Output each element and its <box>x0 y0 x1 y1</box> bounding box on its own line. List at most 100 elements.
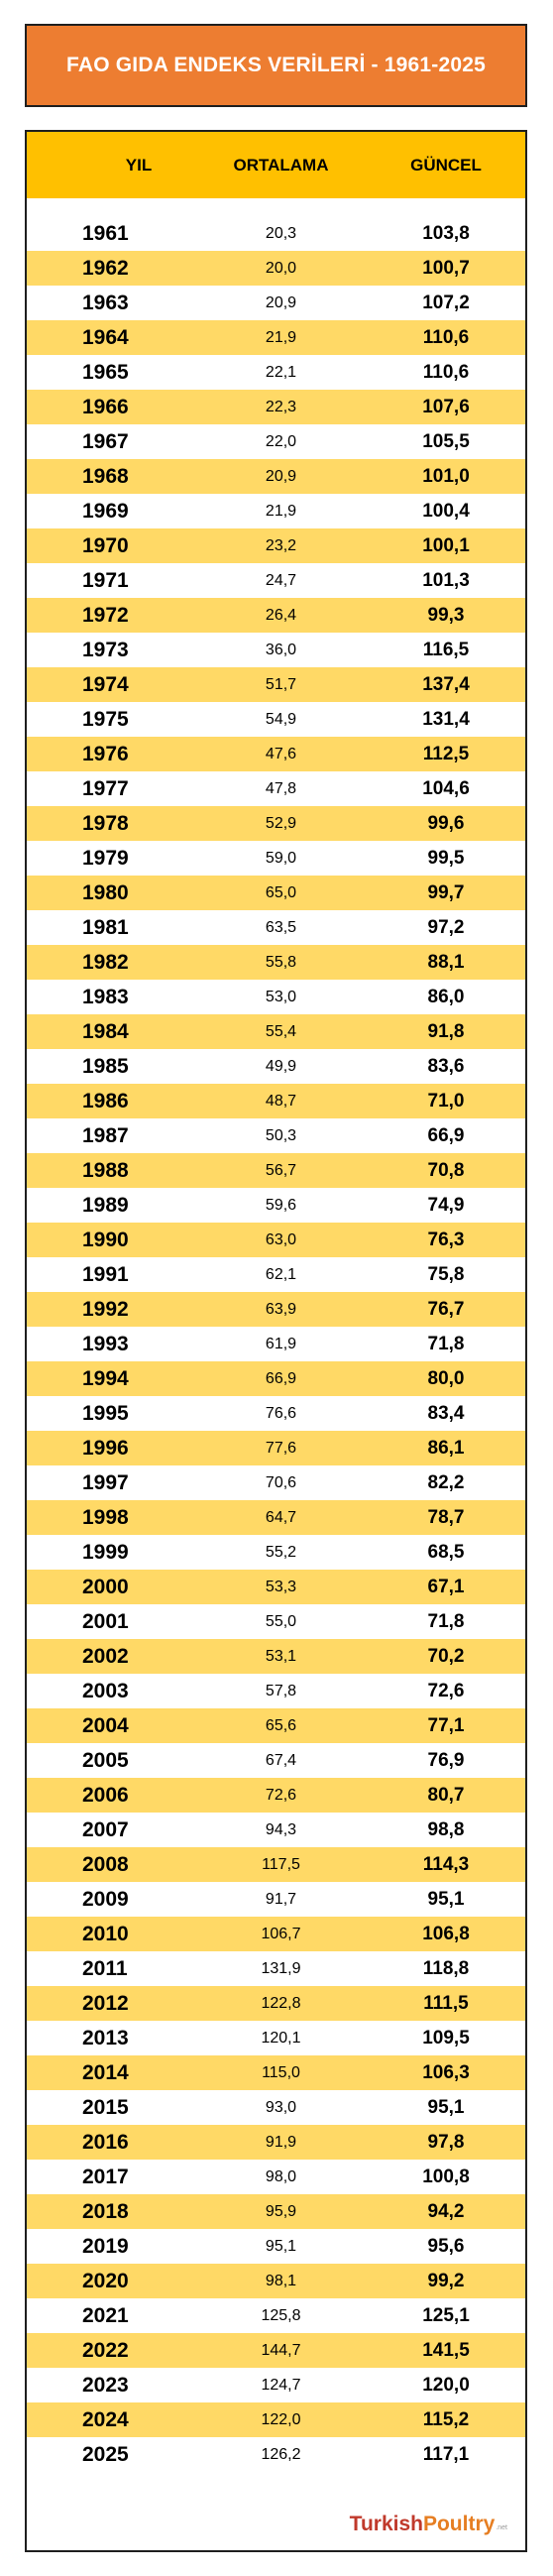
current-cell: 103,8 <box>422 222 470 244</box>
year-cell: 1973 <box>82 638 129 661</box>
average-cell: 62,1 <box>265 1265 297 1283</box>
average-cell: 94,3 <box>265 1820 297 1838</box>
year-cell: 2018 <box>82 2199 129 2223</box>
current-cell: 76,3 <box>427 1229 465 1250</box>
table-row: 1993 61,9 71,8 <box>27 1327 525 1361</box>
table-row: 1988 56,7 70,8 <box>27 1153 525 1188</box>
average-cell: 91,9 <box>265 2133 297 2151</box>
year-cell: 2005 <box>82 1748 129 1772</box>
table-row: 1986 48,7 71,0 <box>27 1084 525 1118</box>
table-row: 1992 63,9 76,7 <box>27 1292 525 1327</box>
average-cell: 24,7 <box>265 571 297 589</box>
current-cell: 83,6 <box>427 1055 465 1077</box>
current-cell: 131,4 <box>422 708 470 730</box>
average-cell: 61,9 <box>265 1335 297 1352</box>
average-cell: 77,6 <box>265 1439 297 1457</box>
average-cell: 54,9 <box>265 710 297 728</box>
average-cell: 50,3 <box>265 1126 297 1144</box>
average-cell: 20,9 <box>265 293 297 311</box>
current-cell: 80,0 <box>427 1367 465 1389</box>
table-row: 1991 62,1 75,8 <box>27 1257 525 1292</box>
average-cell: 76,6 <box>265 1404 297 1422</box>
table-row: 2022 144,7 141,5 <box>27 2333 525 2368</box>
average-cell: 49,9 <box>265 1057 297 1075</box>
current-cell: 118,8 <box>422 1957 470 1979</box>
average-cell: 98,1 <box>265 2272 297 2289</box>
average-cell: 125,8 <box>261 2306 301 2324</box>
average-cell: 22,3 <box>265 398 297 415</box>
current-cell: 71,8 <box>427 1610 465 1632</box>
year-cell: 2017 <box>82 2165 129 2188</box>
table-row: 1981 63,5 97,2 <box>27 910 525 945</box>
table-row: 2006 72,6 80,7 <box>27 1778 525 1813</box>
year-cell: 1993 <box>82 1332 129 1355</box>
table-row: 1978 52,9 99,6 <box>27 806 525 841</box>
current-cell: 114,3 <box>422 1853 470 1875</box>
table-row: 1980 65,0 99,7 <box>27 876 525 910</box>
average-cell: 55,4 <box>265 1022 297 1040</box>
year-cell: 2000 <box>82 1575 129 1598</box>
table-row: 2015 93,0 95,1 <box>27 2090 525 2125</box>
year-cell: 2007 <box>82 1817 129 1841</box>
year-cell: 2002 <box>82 1644 129 1668</box>
table-row: 2005 67,4 76,9 <box>27 1743 525 1778</box>
average-cell: 64,7 <box>265 1508 297 1526</box>
table-row: 2000 53,3 67,1 <box>27 1570 525 1604</box>
current-cell: 76,9 <box>427 1749 465 1771</box>
table-row: 1973 36,0 116,5 <box>27 633 525 667</box>
table-row: 2018 95,9 94,2 <box>27 2194 525 2229</box>
title-banner: FAO GIDA ENDEKS VERİLERİ - 1961-2025 <box>25 24 527 107</box>
current-cell: 112,5 <box>422 743 470 764</box>
year-cell: 2010 <box>82 1922 129 1945</box>
average-cell: 117,5 <box>262 1855 300 1873</box>
current-cell: 82,2 <box>427 1471 465 1493</box>
average-cell: 55,0 <box>265 1612 297 1630</box>
average-cell: 66,9 <box>265 1369 297 1387</box>
year-cell: 1984 <box>82 1019 129 1043</box>
current-cell: 72,6 <box>427 1680 465 1701</box>
current-cell: 115,2 <box>422 2408 470 2430</box>
table-row: 2004 65,6 77,1 <box>27 1708 525 1743</box>
average-cell: 59,0 <box>265 849 297 867</box>
current-cell: 99,5 <box>427 847 465 869</box>
average-cell: 59,6 <box>265 1196 297 1214</box>
table-row: 2025 126,2 117,1 <box>27 2437 525 2472</box>
table-row: 1976 47,6 112,5 <box>27 737 525 771</box>
year-cell: 1965 <box>82 360 129 384</box>
year-cell: 1981 <box>82 915 129 939</box>
current-cell: 107,2 <box>422 292 470 313</box>
current-cell: 111,5 <box>423 1992 469 2014</box>
current-cell: 106,3 <box>422 2061 470 2083</box>
table-row: 2016 91,9 97,8 <box>27 2125 525 2160</box>
average-cell: 56,7 <box>265 1161 297 1179</box>
year-cell: 1975 <box>82 707 129 731</box>
current-cell: 86,1 <box>427 1437 465 1459</box>
year-cell: 1987 <box>82 1123 129 1147</box>
year-cell: 1982 <box>82 950 129 974</box>
year-cell: 2019 <box>82 2234 129 2258</box>
table-row: 1989 59,6 74,9 <box>27 1188 525 1223</box>
year-cell: 1992 <box>82 1297 129 1321</box>
table-row: 1963 20,9 107,2 <box>27 286 525 320</box>
current-cell: 88,1 <box>427 951 465 973</box>
average-cell: 20,3 <box>265 224 297 242</box>
average-cell: 22,1 <box>265 363 297 381</box>
average-cell: 55,2 <box>265 1543 297 1561</box>
average-cell: 52,9 <box>265 814 297 832</box>
current-cell: 137,4 <box>422 673 470 695</box>
year-cell: 2008 <box>82 1852 129 1876</box>
year-cell: 1968 <box>82 464 129 488</box>
table-row: 1987 50,3 66,9 <box>27 1118 525 1153</box>
average-cell: 91,7 <box>265 1890 297 1908</box>
current-cell: 101,3 <box>422 569 470 591</box>
current-cell: 95,1 <box>427 2096 465 2118</box>
year-cell: 1995 <box>82 1401 129 1425</box>
average-cell: 23,2 <box>265 536 297 554</box>
year-cell: 2020 <box>82 2269 129 2292</box>
table-row: 1995 76,6 83,4 <box>27 1396 525 1431</box>
average-cell: 93,0 <box>265 2098 297 2116</box>
table-row: 1979 59,0 99,5 <box>27 841 525 876</box>
year-cell: 1978 <box>82 811 129 835</box>
average-cell: 57,8 <box>265 1682 297 1699</box>
table-row: 2013 120,1 109,5 <box>27 2021 525 2055</box>
